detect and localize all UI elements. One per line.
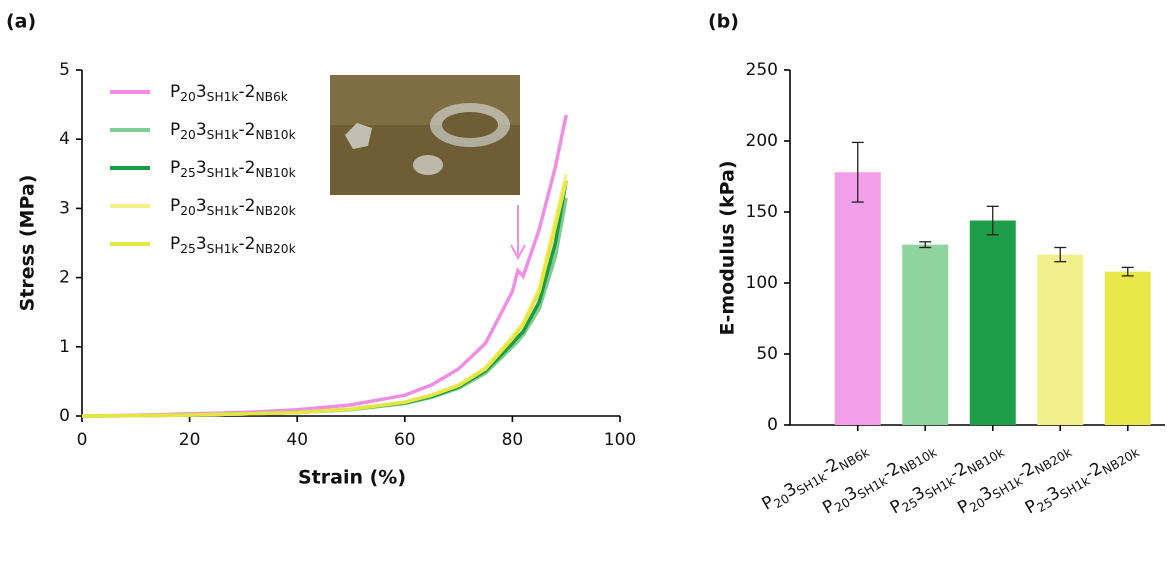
y-tick-label: 0 — [59, 406, 70, 426]
y-axis-label: Stress (MPa) — [17, 175, 39, 312]
x-tick-label: 100 — [604, 430, 636, 450]
series-line — [82, 174, 566, 416]
x-tick-label: P253SH1k-2NB10k — [887, 438, 1007, 520]
inset-photo — [330, 75, 520, 195]
bar — [835, 172, 881, 425]
bar — [1105, 272, 1151, 425]
y-tick-label: 0 — [767, 415, 778, 435]
legend-label: P203SH1k-2NB20k — [170, 196, 297, 218]
series-line — [82, 198, 566, 416]
x-tick-label: P203SH1k-2NB10k — [819, 438, 939, 520]
y-tick-label: 3 — [59, 198, 70, 218]
legend-label: P203SH1k-2NB10k — [170, 120, 297, 142]
arrow — [511, 205, 525, 258]
x-tick-label: P203SH1k-2NB20k — [954, 438, 1074, 520]
x-tick-label: 60 — [394, 430, 416, 450]
panel-label: (a) — [6, 11, 36, 33]
y-tick-label: 100 — [746, 273, 778, 293]
x-tick-label: 80 — [502, 430, 524, 450]
series-line — [82, 181, 566, 416]
panel-label: (b) — [708, 11, 739, 33]
y-tick-label: 50 — [756, 344, 778, 364]
bar — [970, 221, 1016, 425]
x-tick-label: 40 — [286, 430, 308, 450]
y-tick-label: 4 — [59, 129, 70, 149]
y-tick-label: 200 — [746, 131, 778, 151]
series-line — [82, 181, 566, 416]
x-axis-label: Strain (%) — [298, 467, 406, 489]
y-tick-label: 2 — [59, 268, 70, 288]
x-tick-label: P203SH1k-2NB6k — [759, 438, 873, 516]
y-tick-label: 150 — [746, 202, 778, 222]
bar — [1037, 255, 1083, 425]
legend-label: P253SH1k-2NB20k — [170, 234, 297, 256]
bar — [902, 245, 948, 425]
x-tick-label: 0 — [77, 430, 88, 450]
y-tick-label: 1 — [59, 337, 70, 357]
x-tick-label: 20 — [179, 430, 201, 450]
x-tick-label: P253SH1k-2NB20k — [1022, 438, 1142, 520]
legend-label: P203SH1k-2NB6k — [170, 82, 289, 104]
figure: (a) (b) Strain (%) Stress (MPa) E-modulu… — [0, 0, 1167, 578]
y-tick-label: 5 — [59, 60, 70, 80]
y-tick-label: 250 — [746, 60, 778, 80]
legend-label: P253SH1k-2NB10k — [170, 158, 297, 180]
y-axis-label: E-modulus (kPa) — [717, 160, 739, 335]
